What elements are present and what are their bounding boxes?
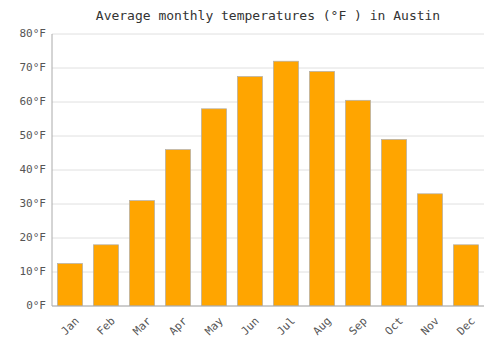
x-tick-label: Jan	[59, 315, 82, 338]
x-tick-label: Sep	[347, 315, 370, 338]
y-tick-label: 70°F	[20, 61, 47, 74]
x-tick-label: Apr	[167, 314, 191, 338]
y-tick-label: 30°F	[20, 197, 47, 210]
bar	[417, 194, 442, 306]
x-tick-label: Nov	[419, 314, 443, 338]
x-axis: Jan Feb Mar Apr May Jun Jul Aug Sep Oct Nov Dec	[59, 314, 478, 338]
y-tick-label: 20°F	[20, 231, 47, 244]
grid-line	[52, 170, 484, 171]
bar	[345, 100, 370, 306]
x-tick-label: May	[203, 314, 227, 338]
y-tick-label: 0°F	[26, 299, 46, 312]
bar	[57, 264, 82, 307]
x-tick-label: Jul	[275, 315, 298, 338]
y-axis: 0°F 10°F 20°F 30°F 40°F 50°F 60°F 70°F 80°F	[20, 27, 47, 312]
x-tick-label: Mar	[131, 314, 155, 338]
bar	[453, 245, 478, 306]
chart-title: Average monthly temperatures (°F ) in Au…	[96, 8, 440, 23]
grid-line	[52, 68, 484, 69]
bar	[165, 150, 190, 306]
grid-line	[52, 102, 484, 103]
bar	[201, 109, 226, 306]
bar	[309, 71, 334, 306]
grid	[52, 34, 484, 306]
chart-container: Average monthly temperatures (°F ) in Au…	[0, 0, 500, 350]
chart-svg: Average monthly temperatures (°F ) in Au…	[0, 0, 500, 350]
y-tick-label: 10°F	[20, 265, 47, 278]
y-tick-label: 50°F	[20, 129, 47, 142]
grid-line	[52, 34, 484, 35]
y-tick-label: 80°F	[20, 27, 47, 40]
bar	[381, 139, 406, 306]
y-tick-label: 60°F	[20, 95, 47, 108]
bar	[273, 61, 298, 306]
x-tick-label: Feb	[95, 315, 118, 338]
y-tick-label: 40°F	[20, 163, 47, 176]
bar	[93, 245, 118, 306]
bar	[129, 201, 154, 306]
x-tick-label: Oct	[383, 315, 406, 338]
bars	[57, 61, 478, 306]
x-tick-label: Aug	[311, 315, 334, 338]
bar	[237, 77, 262, 307]
x-tick-label: Dec	[455, 315, 478, 338]
grid-line	[52, 136, 484, 137]
x-axis-line	[52, 306, 484, 307]
x-tick-label: Jun	[239, 315, 262, 338]
grid-line	[52, 306, 484, 307]
y-axis-line	[52, 34, 53, 306]
